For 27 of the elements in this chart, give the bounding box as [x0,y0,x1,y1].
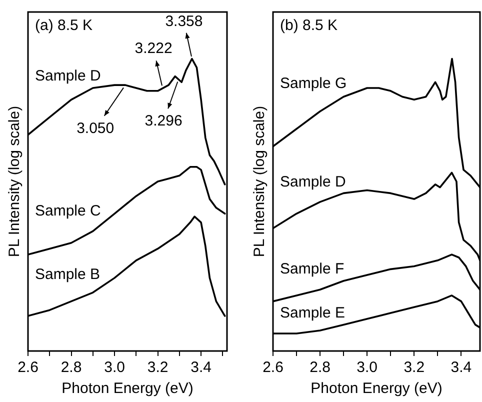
series-label: Sample C [35,202,102,220]
x-axis-title: Photon Energy (eV) [62,380,194,398]
series-label: Sample G [280,75,347,92]
x-tick-label: 3.0 [104,359,125,376]
annotation: 3.222 [134,40,172,58]
series-label: Sample D [35,67,102,84]
x-tick-label: 3.2 [404,359,425,376]
text: (b) 8.5 K [280,17,338,34]
x-tick-label: 2.6 [18,359,38,376]
x-tick-label: 2.8 [310,359,330,376]
x-tick-label: 3.4 [450,359,472,376]
annotation: 3.050 [76,120,114,138]
series-label: Sample F [280,260,344,278]
series-label: Sample B [35,266,100,284]
y-axis-title: PL Intensity (log scale) [6,106,24,258]
annotation: 3.358 [165,12,203,30]
y-axis-title: PL Intensity (log scale) [251,106,268,258]
x-tick-label: 3.2 [147,359,168,376]
annotation: 3.296 [144,112,182,130]
x-tick-label: 2.6 [262,359,284,376]
x-axis-title: Photon Energy (eV) [310,380,442,398]
x-tick-label: 3.4 [190,359,212,376]
series-label: Sample D [280,173,346,190]
text: (a) 8.5 K [35,17,93,34]
series-label: Sample E [280,304,346,322]
x-tick-label: 3.0 [356,359,378,376]
x-tick-label: 2.8 [60,359,82,376]
